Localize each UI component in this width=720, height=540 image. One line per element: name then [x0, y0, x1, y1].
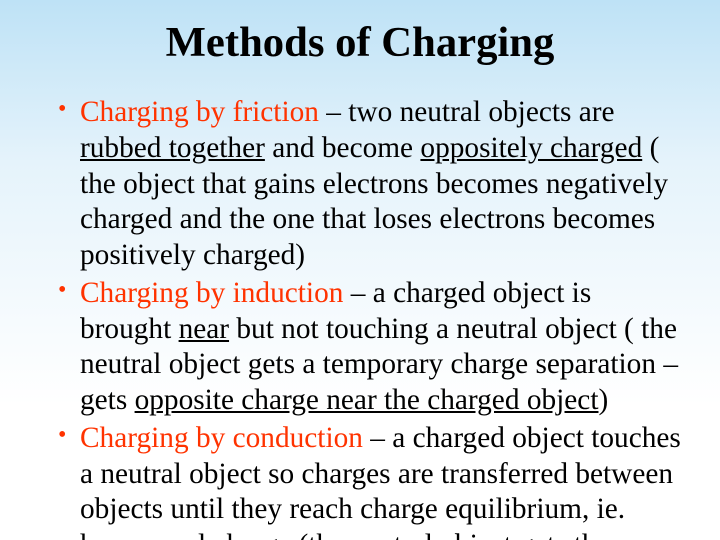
bullet-text: – two neutral objects are: [319, 96, 615, 128]
bullet-lead: Charging by induction: [80, 277, 343, 309]
bullet-lead: Charging by friction: [80, 96, 319, 128]
bullet-underline: rubbed together: [80, 132, 265, 164]
bullet-item: Charging by conduction – a charged objec…: [58, 421, 686, 540]
bullet-underline: near: [179, 313, 229, 345]
bullet-lead: Charging by conduction: [80, 422, 363, 454]
bullet-item: Charging by friction – two neutral objec…: [58, 95, 686, 274]
bullet-item: Charging by induction – a charged object…: [58, 276, 686, 419]
bullet-text: and become: [265, 132, 421, 164]
slide: Methods of Charging Charging by friction…: [0, 0, 720, 540]
bullet-text: ): [598, 384, 608, 416]
bullet-underline: opposite charge near the charged object: [135, 384, 599, 416]
bullet-underline: oppositely charged: [420, 132, 642, 164]
bullet-list: Charging by friction – two neutral objec…: [34, 95, 686, 540]
slide-title: Methods of Charging: [34, 18, 686, 67]
